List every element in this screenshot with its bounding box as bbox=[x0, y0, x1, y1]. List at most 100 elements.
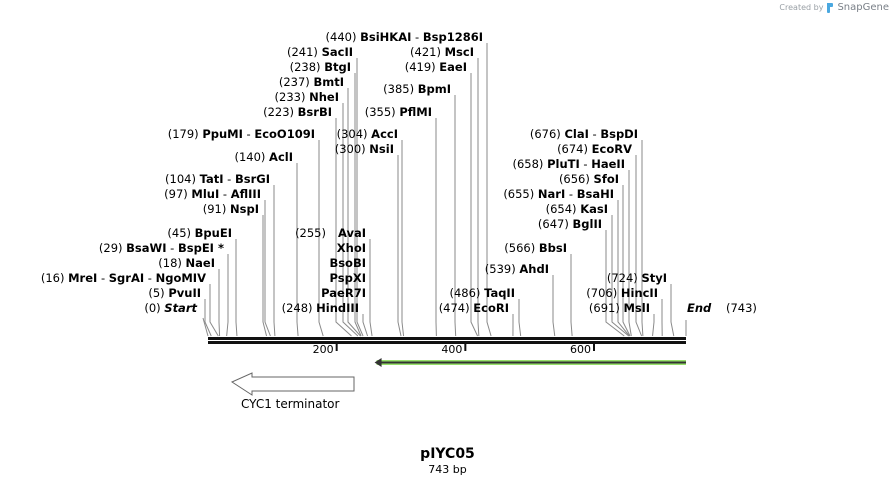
restriction-site[interactable]: (421) MscI bbox=[410, 45, 480, 337]
enzyme-name: BglII bbox=[573, 217, 603, 231]
site-position: (385) bbox=[383, 82, 418, 96]
site-position: (248) bbox=[282, 301, 317, 315]
site-position: (655) bbox=[503, 187, 538, 201]
enzyme-name: NarI bbox=[538, 187, 565, 201]
restriction-site[interactable]: (0) Start bbox=[144, 301, 209, 337]
restriction-site[interactable]: (419) EaeI bbox=[405, 60, 479, 337]
restriction-site[interactable]: (474) EcoRI bbox=[439, 301, 514, 337]
ruler-tick-label: 400 bbox=[441, 343, 462, 356]
restriction-site[interactable]: (674) EcoRV bbox=[557, 142, 643, 337]
enzyme-name: BpmI bbox=[418, 82, 451, 96]
site-position: (743) bbox=[726, 301, 757, 315]
enzyme-name: BspEI bbox=[178, 241, 214, 255]
restriction-site[interactable]: (304) AccI bbox=[337, 127, 405, 337]
restriction-site[interactable]: (724) StyI bbox=[607, 271, 675, 337]
restriction-site[interactable]: (658) PluTI - HaeII bbox=[513, 157, 632, 337]
restriction-site[interactable]: End (743) bbox=[685, 301, 757, 336]
site-position: (179) bbox=[168, 127, 203, 141]
svg-text:(300) NsiI: (300) NsiI bbox=[335, 142, 394, 156]
site-position: (304) bbox=[337, 127, 372, 141]
enzyme-name: Bsp1286I bbox=[423, 30, 483, 44]
restriction-site[interactable]: (656) SfoI bbox=[559, 172, 631, 337]
restriction-site[interactable]: (237) BmtI bbox=[279, 75, 361, 337]
svg-text:(486) TaqII: (486) TaqII bbox=[449, 286, 515, 300]
svg-text:(0) Start: (0) Start bbox=[144, 301, 197, 315]
restriction-site[interactable]: (706) HincII bbox=[586, 286, 663, 337]
enzyme-name: Start bbox=[164, 301, 197, 315]
svg-text:(706) HincII: (706) HincII bbox=[586, 286, 658, 300]
restriction-site[interactable]: (440) BsiHKAI - Bsp1286I bbox=[326, 30, 492, 337]
site-position: (29) bbox=[99, 241, 126, 255]
enzyme-name: BmtI bbox=[313, 75, 344, 89]
svg-text:(5) PvuII: (5) PvuII bbox=[148, 286, 201, 300]
svg-text:(655) NarI - BsaHI: (655) NarI - BsaHI bbox=[503, 187, 614, 201]
restriction-site[interactable]: (566) BbsI bbox=[504, 241, 573, 337]
restriction-site[interactable]: (486) TaqII bbox=[449, 286, 522, 337]
restriction-site[interactable]: (539) AhdI bbox=[485, 262, 556, 337]
svg-text:(241) SacII: (241) SacII bbox=[287, 45, 353, 59]
site-position: (16) bbox=[41, 271, 68, 285]
site-position: (233) bbox=[275, 90, 310, 104]
end-label: End bbox=[687, 301, 712, 315]
enzyme-name: StyI bbox=[641, 271, 667, 285]
enzyme-name: AhdI bbox=[519, 262, 549, 276]
restriction-site[interactable]: (5) PvuII bbox=[148, 286, 212, 337]
site-position: (5) bbox=[148, 286, 168, 300]
site-position: (18) bbox=[158, 256, 185, 270]
svg-text:(385) BpmI: (385) BpmI bbox=[383, 82, 451, 96]
restriction-site[interactable]: (97) MluI - AflIII bbox=[164, 187, 271, 337]
enzyme-name: SfoI bbox=[594, 172, 619, 186]
svg-text:(676) ClaI - BspDI: (676) ClaI - BspDI bbox=[530, 127, 638, 141]
enzyme-name: BtgI bbox=[324, 60, 351, 74]
enzyme-name: HaeII bbox=[591, 157, 625, 171]
svg-text:(691) MslI: (691) MslI bbox=[589, 301, 650, 315]
restriction-site[interactable]: (248) HindIII bbox=[282, 301, 369, 337]
orf-arrow[interactable] bbox=[374, 358, 686, 367]
enzyme-name: PvuII bbox=[168, 286, 201, 300]
restriction-site[interactable]: (300) NsiI bbox=[335, 142, 402, 337]
restriction-site[interactable]: (676) ClaI - BspDI bbox=[530, 127, 644, 337]
restriction-site[interactable]: (241) SacII bbox=[287, 45, 364, 337]
restriction-site[interactable]: (654) KasI bbox=[546, 202, 630, 337]
enzyme-name: BbsI bbox=[539, 241, 567, 255]
restriction-site[interactable]: (355) PflMI bbox=[365, 105, 437, 337]
enzyme-name: BsaWI bbox=[126, 241, 166, 255]
enzyme-name: HincII bbox=[621, 286, 658, 300]
restriction-site[interactable]: (29) BsaWI - BspEI * bbox=[99, 241, 229, 337]
restriction-site[interactable]: (18) NaeI bbox=[158, 256, 221, 337]
site-position: (140) bbox=[234, 150, 269, 164]
restriction-site[interactable]: (647) BglII bbox=[538, 217, 625, 337]
plasmid-length: 743 bp bbox=[428, 463, 467, 476]
svg-text:(674) EcoRV: (674) EcoRV bbox=[557, 142, 632, 156]
restriction-site[interactable]: (16) MreI - SgrAI - NgoMIV bbox=[41, 271, 219, 337]
enzyme-name: AflIII bbox=[231, 187, 261, 201]
enzyme-name: BspDI bbox=[600, 127, 638, 141]
enzyme-name: HindIII bbox=[316, 301, 359, 315]
restriction-site[interactable]: (655) NarI - BsaHI bbox=[503, 187, 630, 337]
feature-label-cyc1: CYC1 terminator bbox=[241, 397, 340, 411]
restriction-site[interactable]: (223) BsrBI bbox=[263, 105, 352, 337]
enzyme-name: TaqII bbox=[484, 286, 515, 300]
restriction-site[interactable]: (691) MslI bbox=[589, 301, 655, 337]
restriction-site[interactable]: (233) NheI bbox=[275, 90, 359, 337]
svg-text:(179) PpuMI - EcoO109I: (179) PpuMI - EcoO109I bbox=[168, 127, 315, 141]
restriction-site[interactable]: (179) PpuMI - EcoO109I bbox=[168, 127, 324, 337]
svg-text:(440) BsiHKAI - Bsp1286I: (440) BsiHKAI - Bsp1286I bbox=[326, 30, 483, 44]
restriction-site[interactable]: (91) NspI bbox=[203, 202, 268, 337]
site-position: (539) bbox=[485, 262, 520, 276]
svg-text:(421) MscI: (421) MscI bbox=[410, 45, 474, 59]
restriction-site[interactable]: (238) BtgI bbox=[290, 60, 362, 337]
svg-text:(237) BmtI: (237) BmtI bbox=[279, 75, 344, 89]
restriction-site[interactable]: (385) BpmI bbox=[383, 82, 457, 337]
restriction-site[interactable]: (140) AclI bbox=[234, 150, 299, 337]
enzyme-name: AclI bbox=[269, 150, 293, 164]
svg-text:(18) NaeI: (18) NaeI bbox=[158, 256, 215, 270]
restriction-site[interactable]: (104) TatI - BsrGI bbox=[165, 172, 276, 337]
enzyme-name: BsoBI bbox=[329, 256, 366, 270]
cyc1-terminator-arrow[interactable] bbox=[230, 372, 355, 396]
enzyme-name: SgrAI bbox=[109, 271, 144, 285]
restriction-site[interactable]: (45) BpuEI bbox=[167, 226, 238, 337]
credit-brand: SnapGene bbox=[837, 2, 889, 13]
